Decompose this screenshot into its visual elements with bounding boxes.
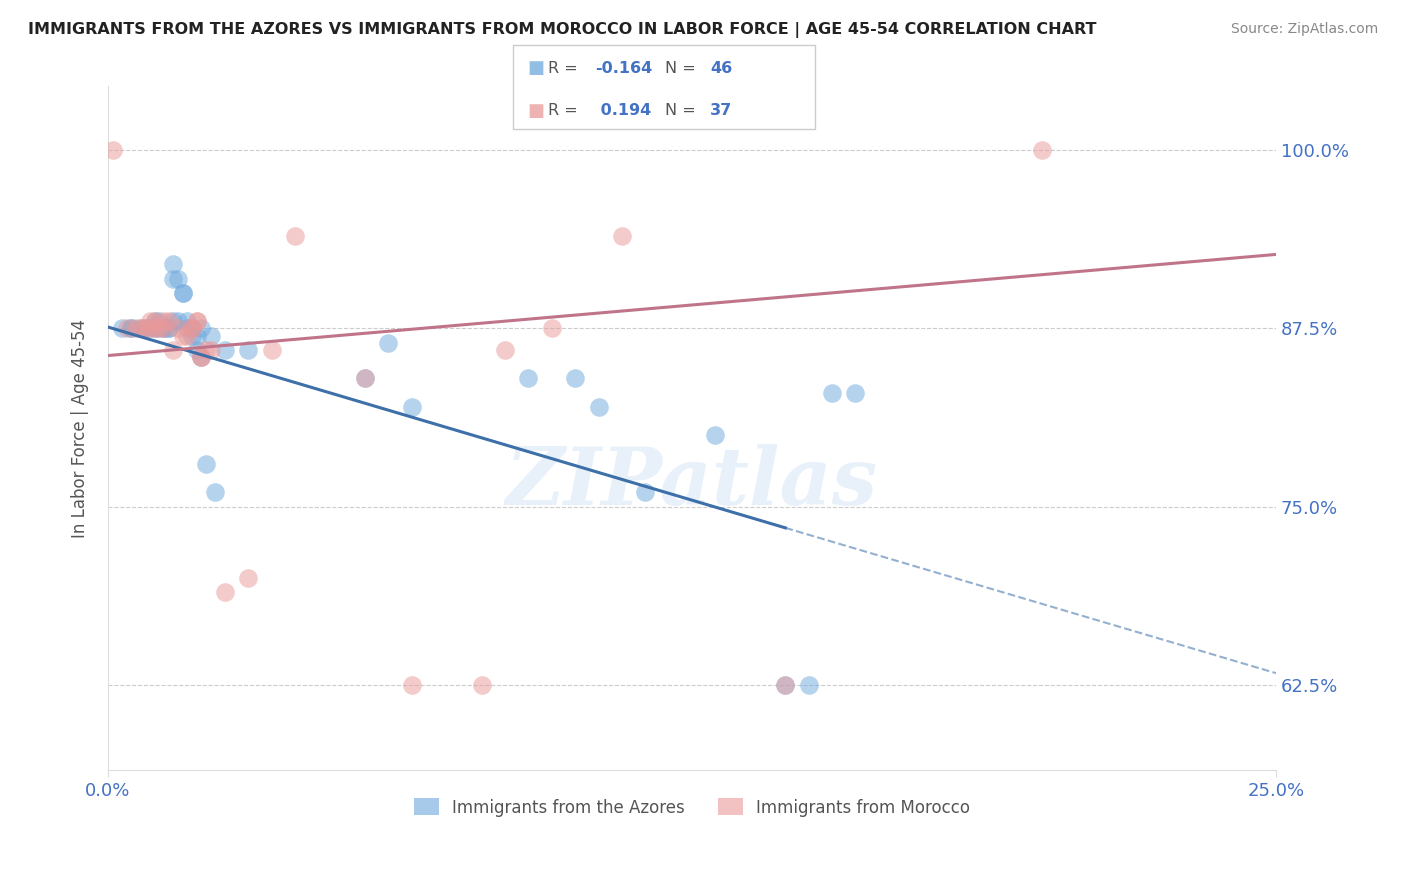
Point [236, 343, 259, 357]
Point [775, 677, 797, 691]
Text: -0.164: -0.164 [595, 61, 652, 76]
Point [172, 285, 194, 300]
Point [401, 677, 423, 691]
Point [190, 350, 212, 364]
Point [186, 328, 208, 343]
Text: ■: ■ [527, 102, 544, 120]
Point [129, 321, 152, 335]
Point [844, 385, 866, 400]
Point [190, 350, 212, 364]
Point [186, 343, 208, 357]
Point [167, 314, 190, 328]
Text: ZIPatlas: ZIPatlas [506, 444, 877, 522]
Point [162, 271, 184, 285]
Point [354, 371, 377, 385]
Point [148, 314, 170, 328]
Point [134, 321, 156, 335]
Point [401, 400, 423, 414]
Y-axis label: In Labor Force | Age 45-54: In Labor Force | Age 45-54 [72, 318, 89, 538]
Point [200, 343, 222, 357]
Point [143, 314, 166, 328]
Point [181, 321, 204, 335]
Point [821, 385, 844, 400]
Point [143, 321, 166, 335]
Point [260, 343, 283, 357]
Point [101, 144, 124, 158]
Point [115, 321, 138, 335]
Point [797, 677, 820, 691]
Point [775, 677, 797, 691]
Point [125, 321, 148, 335]
Point [610, 228, 633, 243]
Point [564, 371, 586, 385]
Point [190, 321, 212, 335]
Point [704, 428, 727, 442]
Point [1031, 144, 1053, 158]
Point [111, 321, 134, 335]
Point [494, 343, 516, 357]
Point [517, 371, 540, 385]
Point [153, 321, 176, 335]
Point [153, 314, 176, 328]
Point [162, 257, 184, 271]
Point [181, 321, 204, 335]
Point [181, 321, 204, 335]
Point [377, 335, 399, 350]
Point [176, 328, 198, 343]
Point [172, 328, 194, 343]
Point [139, 321, 162, 335]
Point [153, 321, 176, 335]
Text: ■: ■ [527, 60, 544, 78]
Point [540, 321, 562, 335]
Point [172, 285, 194, 300]
Point [148, 321, 170, 335]
Point [588, 400, 610, 414]
Point [176, 314, 198, 328]
Point [195, 457, 218, 471]
Point [284, 228, 307, 243]
Point [204, 485, 226, 500]
Point [157, 314, 180, 328]
Point [471, 677, 494, 691]
Point [354, 371, 377, 385]
Point [120, 321, 142, 335]
Text: IMMIGRANTS FROM THE AZORES VS IMMIGRANTS FROM MOROCCO IN LABOR FORCE | AGE 45-54: IMMIGRANTS FROM THE AZORES VS IMMIGRANTS… [28, 22, 1097, 38]
Point [634, 485, 657, 500]
Point [157, 321, 180, 335]
Point [129, 321, 152, 335]
Point [139, 321, 162, 335]
Point [176, 321, 198, 335]
Point [134, 321, 156, 335]
Text: R =: R = [548, 103, 578, 119]
Point [167, 271, 190, 285]
Point [186, 314, 208, 328]
Legend: Immigrants from the Azores, Immigrants from Morocco: Immigrants from the Azores, Immigrants f… [406, 792, 977, 823]
Text: 37: 37 [710, 103, 733, 119]
Text: N =: N = [665, 61, 696, 76]
Point [143, 321, 166, 335]
Point [214, 585, 236, 599]
Text: N =: N = [665, 103, 696, 119]
Point [120, 321, 142, 335]
Point [167, 321, 190, 335]
Point [186, 314, 208, 328]
Point [143, 314, 166, 328]
Point [162, 314, 184, 328]
Point [200, 328, 222, 343]
Text: Source: ZipAtlas.com: Source: ZipAtlas.com [1230, 22, 1378, 37]
Point [162, 343, 184, 357]
Point [139, 314, 162, 328]
Point [195, 343, 218, 357]
Point [214, 343, 236, 357]
Text: 46: 46 [710, 61, 733, 76]
Point [157, 321, 180, 335]
Text: 0.194: 0.194 [595, 103, 651, 119]
Point [181, 328, 204, 343]
Point [148, 321, 170, 335]
Point [190, 350, 212, 364]
Point [236, 571, 259, 585]
Text: R =: R = [548, 61, 578, 76]
Point [153, 321, 176, 335]
